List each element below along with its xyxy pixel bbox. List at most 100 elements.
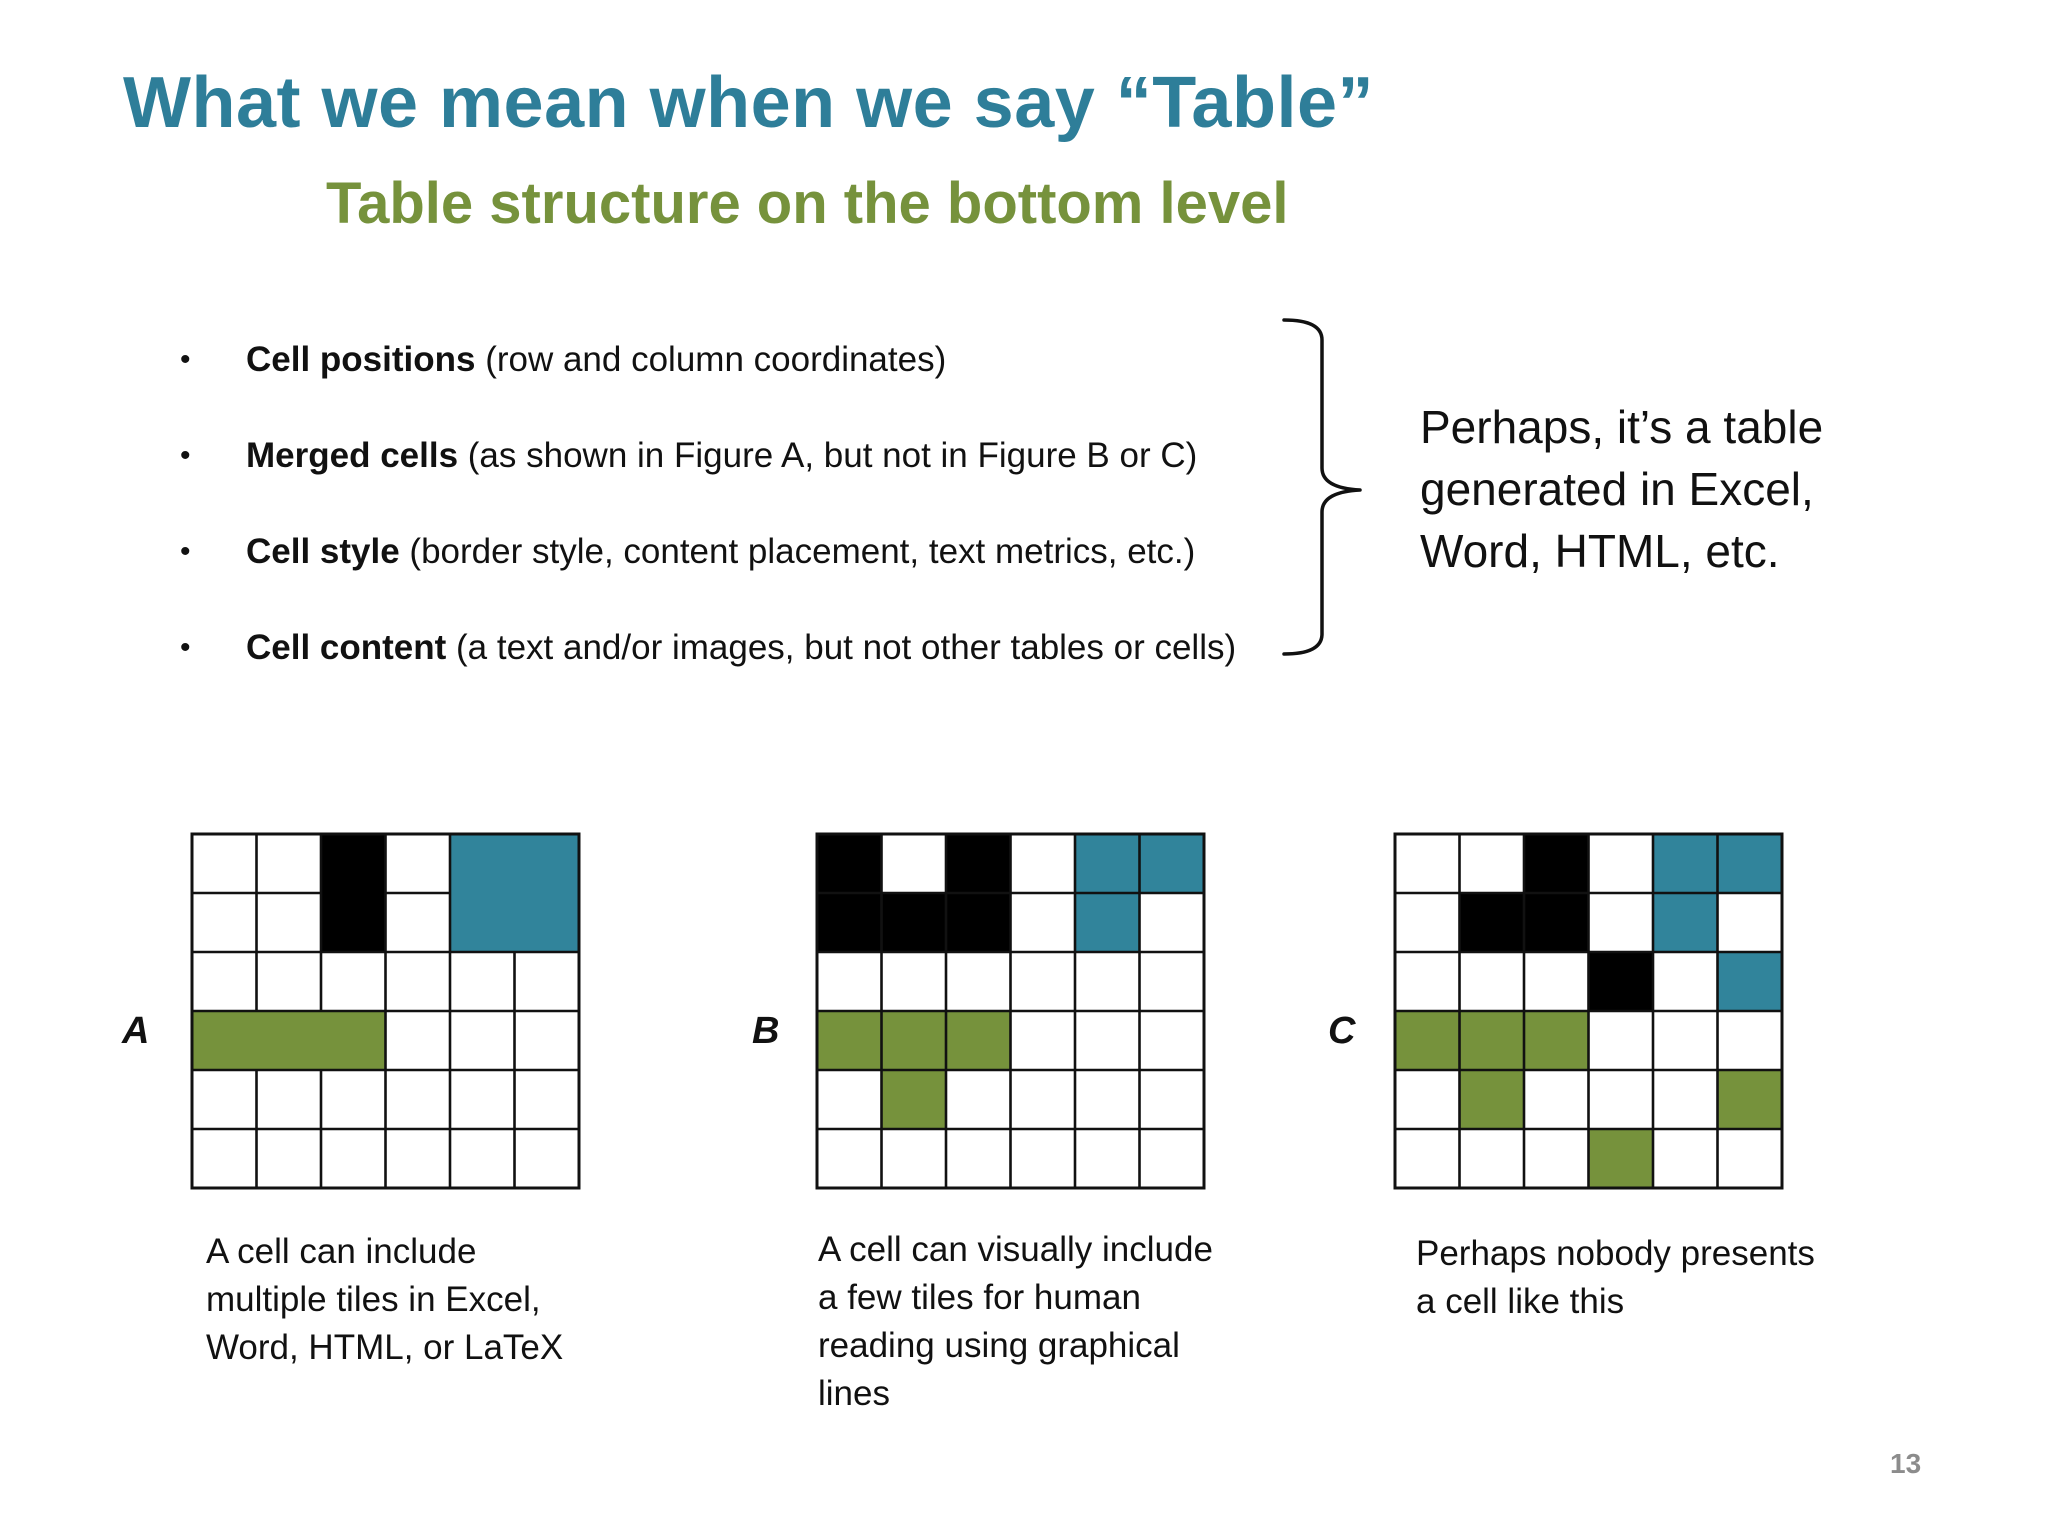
tile-green bbox=[881, 1070, 946, 1129]
tile-empty bbox=[514, 1129, 579, 1188]
tile-green bbox=[192, 1011, 257, 1070]
tile-empty bbox=[450, 1129, 515, 1188]
figure-b-grid bbox=[815, 832, 1206, 1190]
tile-black bbox=[817, 893, 882, 952]
tile-black bbox=[946, 834, 1011, 893]
tile-blue bbox=[450, 893, 515, 952]
tile-empty bbox=[1075, 1070, 1140, 1129]
tile-green bbox=[817, 1011, 882, 1070]
tile-empty bbox=[1524, 952, 1589, 1011]
tile-empty bbox=[881, 1129, 946, 1188]
bullet-cell-positions: • Cell positions (row and column coordin… bbox=[180, 330, 1330, 426]
tile-green bbox=[1717, 1070, 1782, 1129]
tile-empty bbox=[817, 1070, 882, 1129]
grid-border bbox=[190, 832, 581, 1190]
tile-empty bbox=[1010, 1011, 1075, 1070]
caption-line: A cell can visually include bbox=[818, 1230, 1213, 1269]
tile-blue bbox=[1653, 893, 1718, 952]
tile-empty bbox=[256, 1129, 321, 1188]
tile-empty bbox=[1459, 952, 1524, 1011]
tile-empty bbox=[1395, 893, 1460, 952]
tile-green bbox=[1459, 1070, 1524, 1129]
tile-black bbox=[321, 834, 386, 893]
tile-black bbox=[946, 893, 1011, 952]
tile-empty bbox=[321, 952, 386, 1011]
slide-subtitle: Table structure on the bottom level bbox=[326, 171, 1289, 236]
tile-empty bbox=[192, 834, 257, 893]
tile-blue bbox=[1717, 834, 1782, 893]
tile-black bbox=[1524, 834, 1589, 893]
tile-empty bbox=[946, 1129, 1011, 1188]
bullet-term: Merged cells bbox=[246, 436, 459, 475]
tile-empty bbox=[1459, 834, 1524, 893]
tile-empty bbox=[1588, 1070, 1653, 1129]
tile-green bbox=[1395, 1011, 1460, 1070]
tile-empty bbox=[192, 893, 257, 952]
slide-title: What we mean when we say “Table” bbox=[123, 63, 1375, 143]
tile-empty bbox=[256, 952, 321, 1011]
tile-empty bbox=[192, 1129, 257, 1188]
callout-line: Word, HTML, etc. bbox=[1420, 525, 1780, 577]
tile-empty bbox=[1139, 1070, 1204, 1129]
tile-empty bbox=[514, 1011, 579, 1070]
caption-line: a cell like this bbox=[1416, 1282, 1625, 1321]
bullet-cell-content: • Cell content (a text and/or images, bu… bbox=[180, 618, 1330, 714]
tile-empty bbox=[450, 952, 515, 1011]
tile-empty bbox=[1010, 1129, 1075, 1188]
curly-brace-icon bbox=[1282, 318, 1362, 656]
tile-empty bbox=[817, 952, 882, 1011]
tile-green bbox=[946, 1011, 1011, 1070]
bullet-dot: • bbox=[180, 343, 191, 376]
tile-empty bbox=[1588, 893, 1653, 952]
tile-black bbox=[1588, 952, 1653, 1011]
tile-green bbox=[256, 1011, 321, 1070]
caption-line: multiple tiles in Excel, bbox=[206, 1280, 541, 1319]
tile-empty bbox=[946, 1070, 1011, 1129]
tile-empty bbox=[192, 952, 257, 1011]
tile-black bbox=[817, 834, 882, 893]
tile-empty bbox=[514, 1070, 579, 1129]
tile-empty bbox=[385, 893, 450, 952]
tile-empty bbox=[1653, 1070, 1718, 1129]
bullet-term: Cell content bbox=[246, 628, 447, 667]
tile-empty bbox=[385, 952, 450, 1011]
bullet-term: Cell style bbox=[246, 532, 400, 571]
tile-empty bbox=[256, 834, 321, 893]
tile-empty bbox=[1075, 1011, 1140, 1070]
callout-line: Perhaps, it’s a table bbox=[1420, 401, 1824, 453]
tile-blue bbox=[514, 834, 579, 893]
tile-empty bbox=[321, 1070, 386, 1129]
tile-empty bbox=[1459, 1129, 1524, 1188]
tile-blue bbox=[1075, 834, 1140, 893]
bullet-dot: • bbox=[180, 439, 191, 472]
tile-empty bbox=[1653, 1129, 1718, 1188]
tile-empty bbox=[881, 952, 946, 1011]
tile-empty bbox=[1395, 834, 1460, 893]
tile-blue bbox=[1075, 893, 1140, 952]
bullet-list: • Cell positions (row and column coordin… bbox=[180, 330, 1330, 714]
figure-c-label: C bbox=[1328, 1010, 1356, 1052]
tile-empty bbox=[1588, 1011, 1653, 1070]
bullet-description: (a text and/or images, but not other tab… bbox=[446, 628, 1237, 667]
tile-empty bbox=[1139, 952, 1204, 1011]
tile-empty bbox=[1717, 1011, 1782, 1070]
tile-green bbox=[1524, 1011, 1589, 1070]
tile-empty bbox=[1395, 1070, 1460, 1129]
tile-black bbox=[881, 893, 946, 952]
tile-empty bbox=[1010, 834, 1075, 893]
tile-blue bbox=[514, 893, 579, 952]
callout-text: Perhaps, it’s a table generated in Excel… bbox=[1420, 396, 1940, 582]
tile-empty bbox=[514, 952, 579, 1011]
tile-green bbox=[321, 1011, 386, 1070]
tile-empty bbox=[1395, 952, 1460, 1011]
figure-c-grid bbox=[1393, 832, 1784, 1190]
bullet-description: (as shown in Figure A, but not in Figure… bbox=[458, 436, 1198, 475]
tile-empty bbox=[321, 1129, 386, 1188]
tile-empty bbox=[450, 1011, 515, 1070]
tile-black bbox=[1524, 893, 1589, 952]
tile-empty bbox=[817, 1129, 882, 1188]
tile-blue bbox=[1653, 834, 1718, 893]
caption-line: Perhaps nobody presents bbox=[1416, 1234, 1815, 1273]
tile-green bbox=[881, 1011, 946, 1070]
